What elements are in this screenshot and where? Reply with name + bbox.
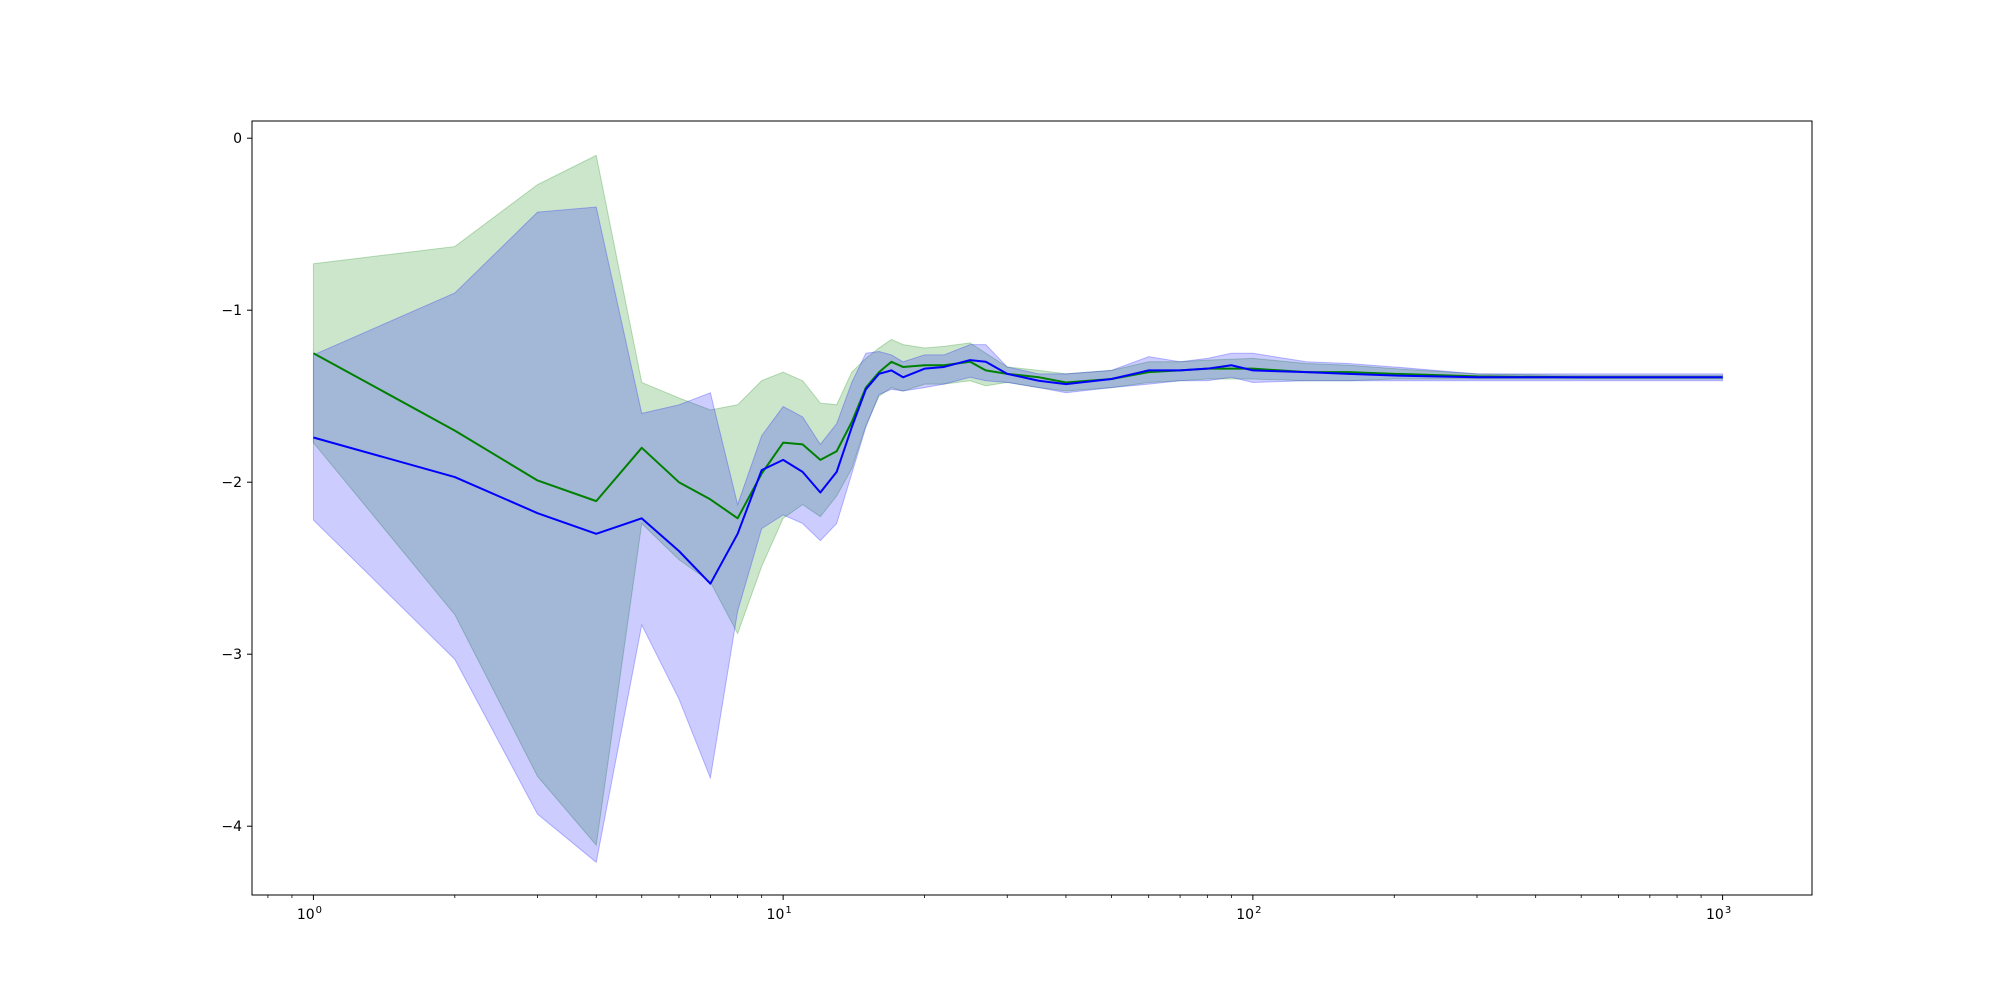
y-tick-label: −1 [221, 303, 242, 319]
y-tick-label: −4 [221, 819, 242, 835]
y-tick-label: −3 [221, 647, 242, 663]
series-1-line [312, 352, 1723, 520]
plot-frame [251, 120, 1813, 896]
series-lines [312, 352, 1723, 585]
y-axis: 0 −1 −2 −3 −4 [221, 131, 252, 835]
y-tick-label: 0 [233, 131, 242, 147]
series-2-band [312, 206, 1724, 864]
y-tick-label: −2 [221, 475, 242, 491]
series-2-line [313, 359, 1723, 585]
